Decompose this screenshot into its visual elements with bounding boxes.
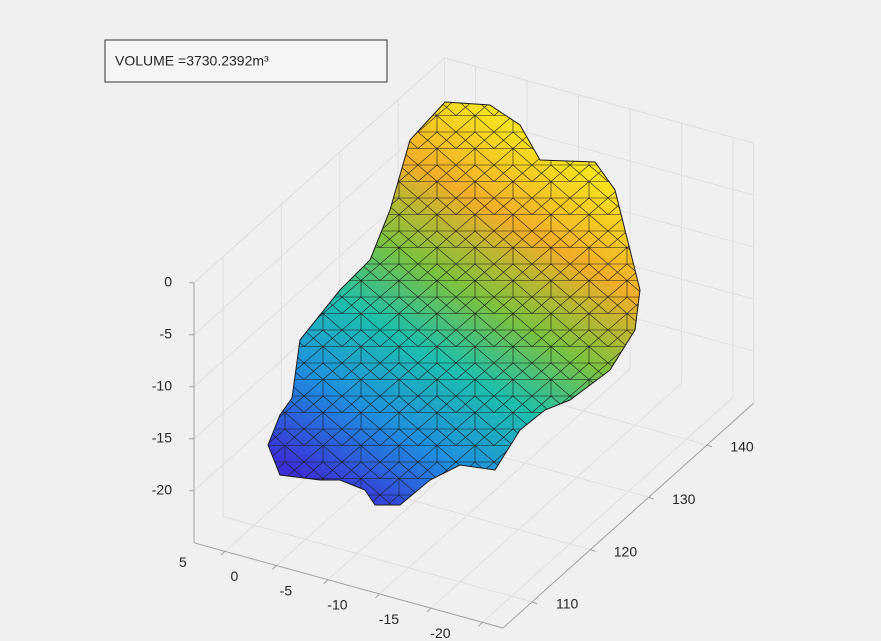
annotation-box (104, 39, 388, 83)
tick-mark (478, 621, 483, 627)
y-tick-label: 120 (614, 543, 638, 559)
z-tick-label: -20 (152, 482, 172, 498)
x-tick-label: 0 (231, 568, 239, 584)
z-tick-label: -15 (152, 430, 172, 446)
tick-mark (220, 550, 226, 556)
tick-mark (531, 601, 538, 605)
z-tick-label: -5 (160, 326, 173, 342)
wall-edge (444, 57, 754, 144)
ticks: 5 0 -5 -10 -15 -20 110 120 130 140 0 -5 -10 -15 -20 (152, 274, 754, 641)
axis-line (193, 542, 504, 629)
surface-outline (267, 101, 641, 506)
x-tick-label: 5 (179, 554, 187, 570)
tick-mark (648, 496, 654, 500)
grid-line (430, 382, 682, 609)
tick-mark (590, 549, 596, 553)
x-tick-label: -5 (280, 582, 293, 598)
z-tick-label: -10 (152, 378, 172, 394)
tick-mark (375, 593, 380, 599)
tick-mark (323, 579, 329, 585)
grid-line (482, 397, 734, 623)
grid-line (379, 368, 631, 595)
tick-mark (706, 444, 713, 448)
wall-edge (193, 57, 446, 284)
tick-mark (272, 565, 277, 570)
x-tick-label: -15 (379, 611, 399, 627)
x-tick-label: -10 (327, 597, 347, 613)
z-tick-label: 0 (164, 274, 172, 290)
annotation: VOLUME =3730.2392m³ (115, 53, 269, 69)
surface-mesh (268, 102, 640, 505)
y-tick-label: 140 (730, 439, 754, 455)
grid-line (193, 109, 446, 336)
surface (268, 102, 640, 505)
y-tick-label: 130 (672, 491, 696, 507)
axis-line (502, 402, 755, 629)
grid-line (223, 516, 533, 603)
y-tick-label: 110 (556, 596, 579, 612)
x-tick-label: -20 (430, 625, 450, 641)
tick-mark (426, 607, 432, 613)
